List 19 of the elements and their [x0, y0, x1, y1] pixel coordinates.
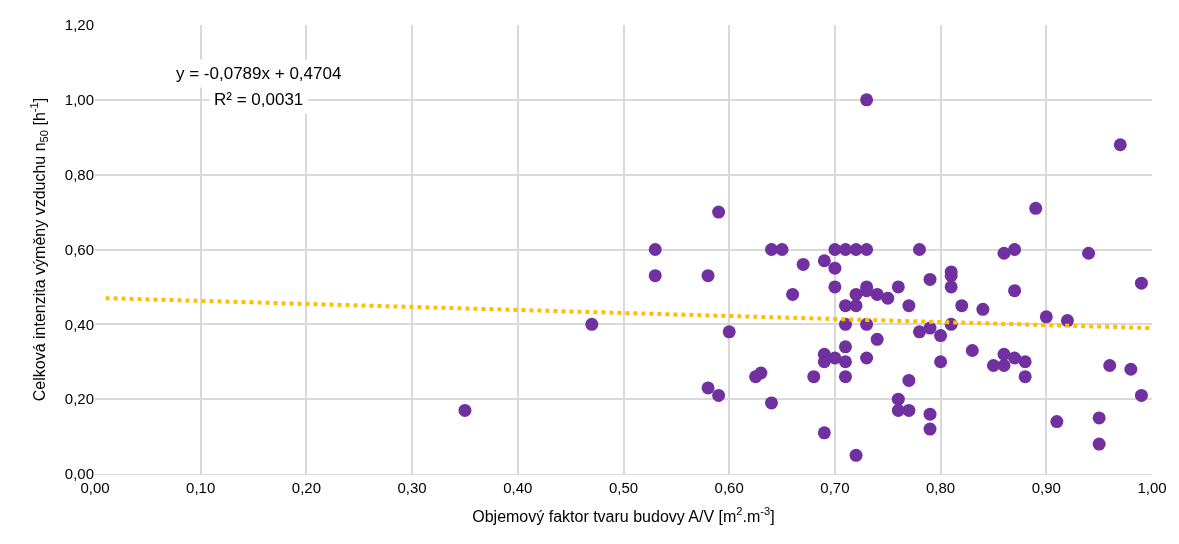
y-tick-label: 0,20: [64, 390, 94, 408]
x-tick-label: 0,50: [608, 479, 639, 496]
x-tick-label: 0,70: [820, 479, 850, 496]
annotation: R² = 0,0031: [214, 90, 304, 109]
x-tick-label: 0,60: [714, 479, 744, 496]
x-tick-label: 0,90: [1031, 479, 1061, 496]
x-tick-label: 0,80: [926, 479, 956, 496]
x-axis-title: Objemový faktor tvaru budovy A/V [m$^{2}$.m$^{-3}$]: [472, 504, 775, 525]
x-tick-label: 0,10: [186, 479, 216, 496]
annotation: y = -0,0789x + 0,4704: [176, 64, 342, 83]
y-tick-label: 0,60: [64, 240, 94, 258]
y-tick-label: 0,80: [64, 165, 94, 183]
x-tick-label: 1,00: [1137, 479, 1167, 496]
y-tick-label: 1,20: [64, 16, 94, 34]
x-tick-label: 0,40: [503, 479, 533, 496]
x-tick-label: 0,30: [397, 479, 427, 496]
y-tick-label: 0,40: [64, 315, 94, 333]
y-tick-label: 1,00: [64, 91, 94, 109]
x-tick-label: 0,20: [291, 479, 321, 496]
